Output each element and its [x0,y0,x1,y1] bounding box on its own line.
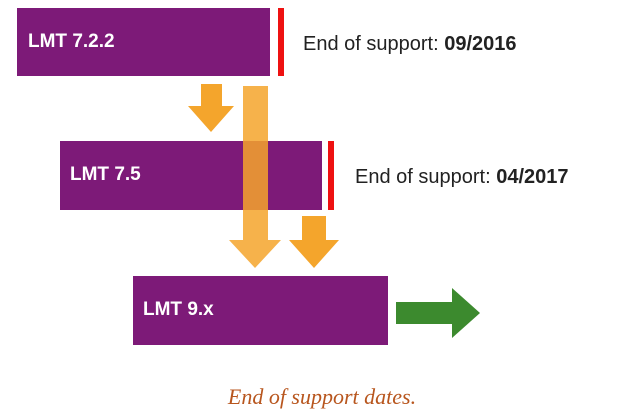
version-box [60,141,322,210]
end-marker [278,8,284,76]
support-text: End of support: 09/2016 [303,33,517,55]
version-label: LMT 7.2.2 [28,31,115,52]
end-marker [328,141,334,210]
support-text: End of support: 04/2017 [355,166,569,188]
version-label: LMT 9.x [143,299,214,320]
arrow-right [396,288,480,338]
version-box [133,276,388,345]
caption: End of support dates. [227,384,416,409]
arrow-down [289,216,339,268]
support-date: 04/2017 [496,166,568,188]
arrow-down [188,84,234,132]
support-label: End of support: [355,166,491,188]
version-label: LMT 7.5 [70,164,141,185]
support-date: 09/2016 [444,33,516,55]
version-box [17,8,270,76]
support-label: End of support: [303,33,439,55]
arrow-down-long [229,86,281,268]
